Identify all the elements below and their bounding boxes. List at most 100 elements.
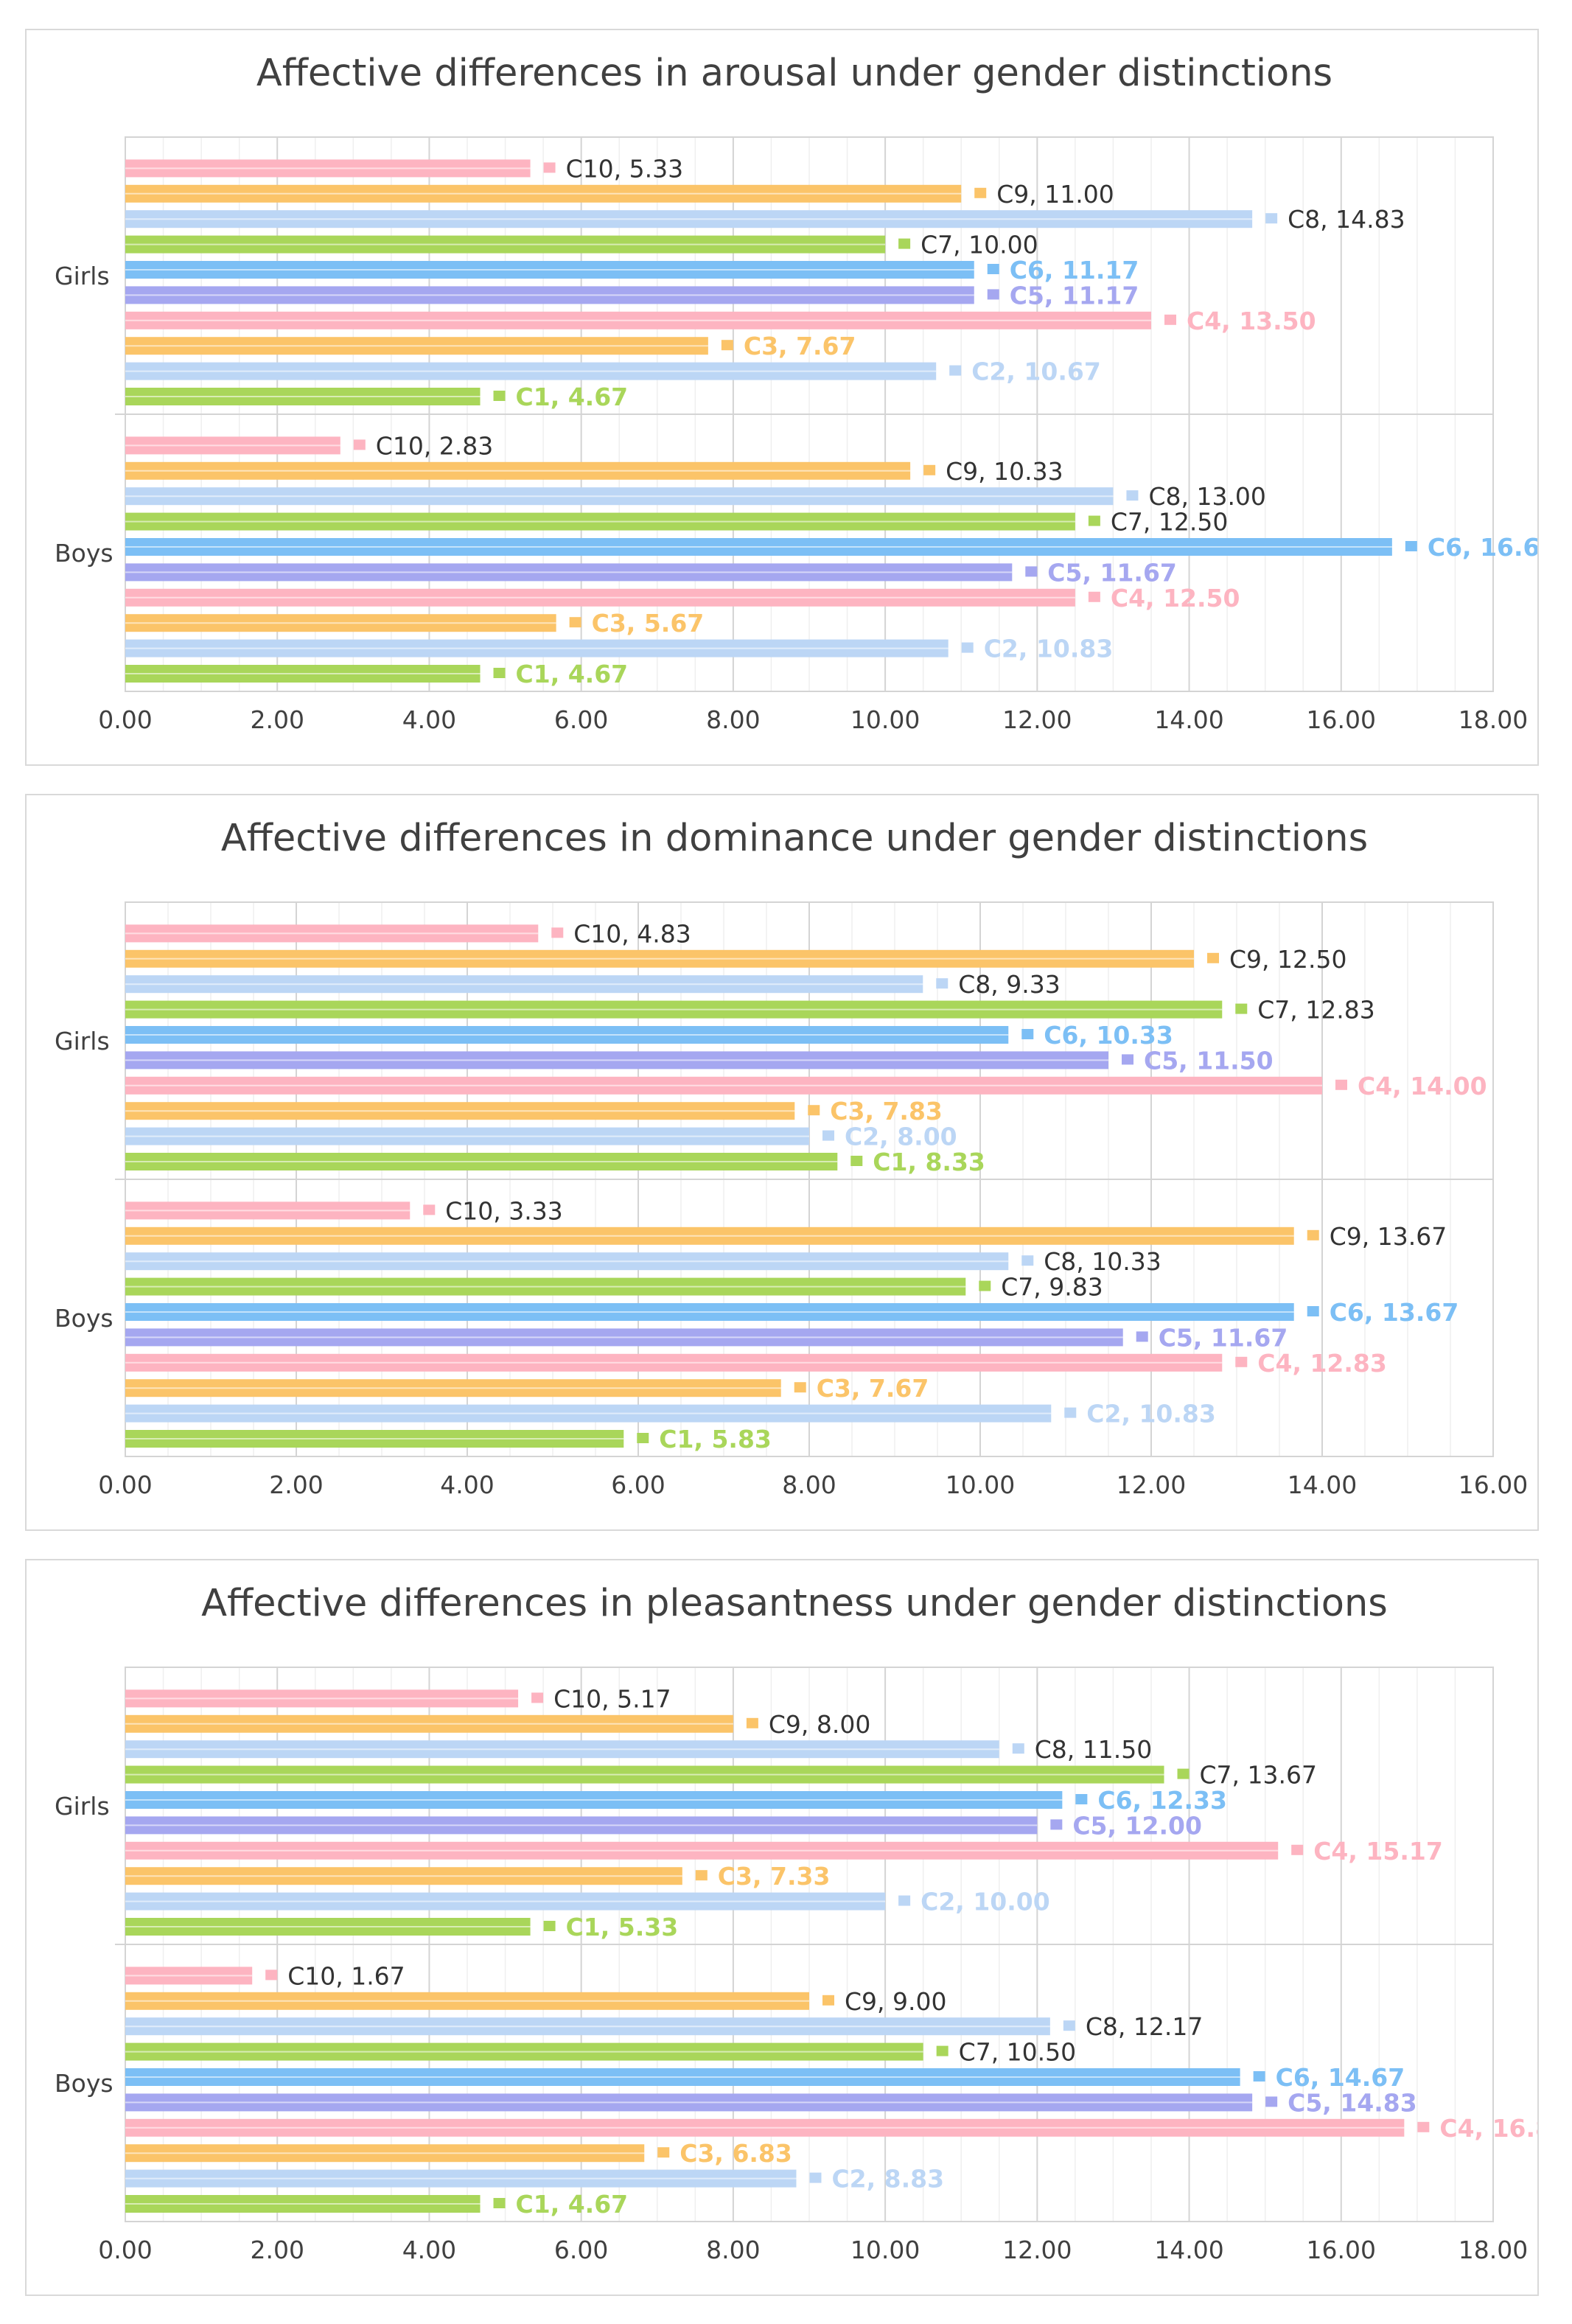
data-label-marker: [423, 1204, 436, 1215]
data-label: C9, 11.00: [996, 180, 1114, 209]
data-label: C4, 15.17: [1313, 1837, 1443, 1866]
dominance-chart: Affective differences in dominance under…: [55, 817, 1528, 1499]
data-label: C2, 10.83: [984, 635, 1114, 663]
data-label: C3, 6.83: [680, 2139, 792, 2168]
data-label: C9, 10.33: [946, 457, 1063, 486]
x-tick-label: 6.00: [554, 2236, 608, 2264]
data-label: C9, 8.00: [769, 1710, 871, 1739]
data-label-marker: [657, 2147, 670, 2158]
data-label: C8, 14.83: [1288, 205, 1405, 234]
data-label-marker: [1235, 1356, 1248, 1367]
chart-title: Affective differences in arousal under g…: [256, 52, 1332, 95]
arousal-chart: Affective differences in arousal under g…: [55, 52, 1537, 734]
data-label: C7, 12.83: [1257, 996, 1375, 1025]
data-label: C5, 14.83: [1288, 2088, 1417, 2117]
category-label: Girls: [55, 262, 110, 290]
category-label: Boys: [55, 2069, 113, 2098]
data-label-marker: [1088, 591, 1100, 602]
data-label: C3, 7.67: [817, 1374, 929, 1403]
data-label: C6, 12.33: [1097, 1786, 1227, 1815]
data-label: C5, 11.67: [1047, 558, 1177, 587]
data-label-marker: [493, 391, 506, 401]
data-label: C7, 10.00: [921, 231, 1038, 259]
data-label-marker: [1088, 515, 1100, 526]
data-label: C10, 2.83: [376, 431, 494, 460]
x-tick-label: 6.00: [554, 705, 608, 734]
data-label: C6, 14.67: [1276, 2063, 1405, 2092]
x-tick-label: 12.00: [1002, 705, 1072, 734]
data-label-marker: [809, 2172, 822, 2183]
data-label-marker: [961, 642, 974, 653]
x-tick-label: 16.00: [1459, 1470, 1528, 1499]
data-label-marker: [493, 668, 506, 678]
data-label-marker: [1122, 1054, 1133, 1065]
data-label-marker: [808, 1105, 820, 1116]
data-label-marker: [1177, 1768, 1190, 1779]
x-tick-label: 6.00: [611, 1470, 665, 1499]
data-label: C3, 7.33: [718, 1862, 831, 1891]
data-label: C7, 12.50: [1111, 508, 1229, 537]
data-label-marker: [979, 1280, 991, 1291]
x-tick-label: 8.00: [782, 1470, 836, 1499]
data-label: C6, 11.17: [1010, 256, 1139, 285]
data-label-marker: [822, 1995, 834, 2006]
data-label-marker: [1335, 1079, 1347, 1090]
data-label-marker: [1025, 566, 1038, 577]
data-label: C4, 13.50: [1187, 307, 1316, 335]
data-label: C1, 4.67: [516, 660, 629, 688]
x-tick-label: 4.00: [402, 705, 456, 734]
data-label: C10, 4.83: [573, 919, 691, 948]
category-label: Boys: [55, 539, 113, 568]
data-label-marker: [1021, 1255, 1034, 1266]
data-label: C7, 10.50: [959, 2038, 1077, 2067]
data-label-marker: [531, 1692, 544, 1703]
data-label-marker: [1075, 1794, 1088, 1804]
data-label: C8, 13.00: [1148, 482, 1266, 511]
chart-title: Affective differences in dominance under…: [221, 817, 1368, 860]
data-label-marker: [493, 2198, 506, 2208]
data-label-marker: [721, 340, 733, 351]
data-label-marker: [746, 1717, 758, 1728]
x-tick-label: 12.00: [1117, 1470, 1186, 1499]
data-label: C3, 7.83: [830, 1097, 943, 1126]
data-label: C4, 12.83: [1257, 1349, 1387, 1378]
data-label-marker: [1265, 213, 1278, 224]
data-label-marker: [1417, 2121, 1430, 2132]
data-label-marker: [936, 2045, 949, 2056]
data-label-marker: [987, 264, 999, 274]
data-label: C2, 10.83: [1086, 1400, 1216, 1428]
data-label-marker: [1307, 1306, 1319, 1316]
x-tick-label: 10.00: [850, 705, 920, 734]
data-label: C6, 10.33: [1044, 1021, 1173, 1050]
data-label: C5, 12.00: [1072, 1811, 1202, 1840]
x-tick-label: 2.00: [250, 2236, 304, 2264]
x-tick-label: 2.00: [250, 705, 304, 734]
data-label: C5, 11.67: [1159, 1323, 1288, 1352]
x-tick-label: 8.00: [706, 2236, 760, 2264]
data-label: C1, 8.33: [873, 1148, 985, 1176]
data-label: C6, 13.67: [1330, 1298, 1459, 1327]
data-label: C6, 16.67: [1428, 533, 1537, 562]
x-tick-label: 10.00: [850, 2236, 920, 2264]
data-label-marker: [1207, 952, 1219, 963]
data-label: C8, 9.33: [958, 970, 1061, 999]
chart-title: Affective differences in pleasantness un…: [201, 1582, 1388, 1625]
data-label: C8, 12.17: [1086, 2012, 1204, 2041]
data-label-marker: [695, 1870, 708, 1881]
data-label-marker: [1164, 314, 1176, 325]
data-label: C2, 10.00: [921, 1888, 1050, 1916]
dominance-chart-panel: Affective differences in dominance under…: [25, 794, 1539, 1531]
data-label-marker: [543, 162, 556, 173]
data-label-marker: [1253, 2071, 1265, 2082]
data-label-marker: [898, 238, 911, 249]
category-label: Girls: [55, 1027, 110, 1055]
x-tick-label: 10.00: [946, 1470, 1015, 1499]
x-tick-label: 16.00: [1307, 705, 1376, 734]
data-label-marker: [1126, 490, 1139, 501]
data-label: C4, 16.83: [1439, 2114, 1537, 2143]
data-label: C7, 13.67: [1200, 1761, 1318, 1790]
data-label-marker: [1012, 1743, 1024, 1754]
data-label-marker: [1064, 1407, 1077, 1418]
data-label: C1, 5.33: [566, 1913, 679, 1941]
data-label-marker: [1050, 1819, 1063, 1830]
